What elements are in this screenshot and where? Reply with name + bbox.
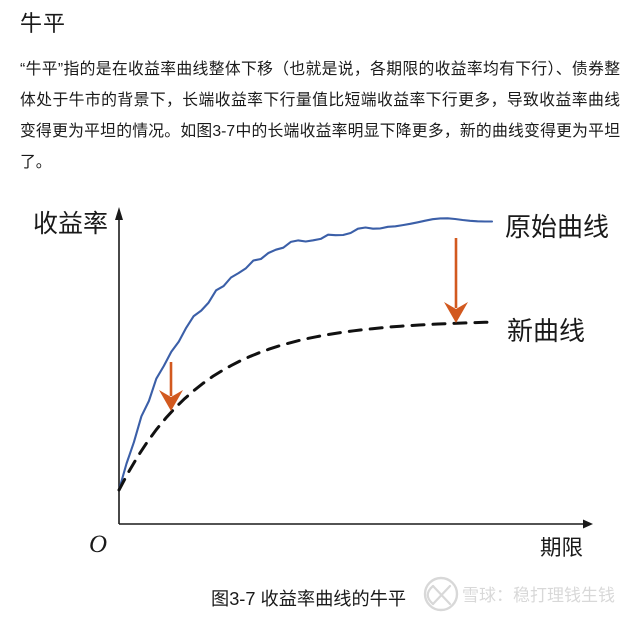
svg-text:新曲线: 新曲线 <box>507 316 585 346</box>
svg-text:雪球：稳打理钱生钱: 雪球：稳打理钱生钱 <box>462 586 615 605</box>
svg-text:收益率: 收益率 <box>33 210 108 238</box>
svg-text:O: O <box>89 531 107 558</box>
svg-text:原始曲线: 原始曲线 <box>505 212 609 242</box>
svg-text:图3-7 收益率曲线的牛平: 图3-7 收益率曲线的牛平 <box>211 589 406 609</box>
svg-text:期限: 期限 <box>540 536 583 560</box>
